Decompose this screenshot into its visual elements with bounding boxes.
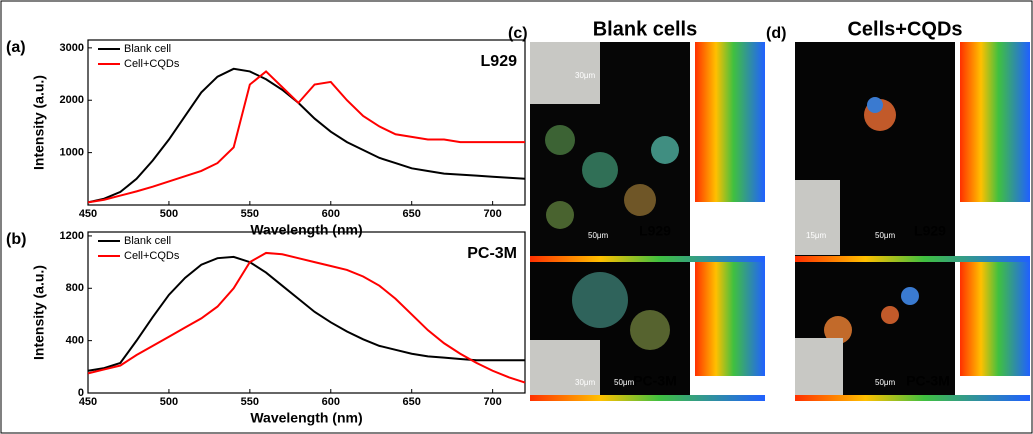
scale-label: 50μm — [875, 231, 896, 240]
annotation: PC-3M — [467, 245, 517, 262]
panel-label: (c) — [508, 25, 528, 42]
y-tick-label: 2000 — [60, 94, 84, 106]
x-tick-label: 600 — [322, 396, 340, 408]
scale-label: 30μm — [575, 71, 596, 80]
series-line — [87, 70, 525, 204]
scale-label: 50μm — [588, 231, 609, 240]
series-line — [87, 251, 526, 384]
cell-label: PC-3M — [633, 373, 677, 389]
y-tick-label: 800 — [66, 282, 84, 294]
series-line — [87, 67, 526, 204]
cell-label: L929 — [914, 223, 946, 239]
x-tick-label: 450 — [79, 208, 97, 220]
annotation: L929 — [481, 53, 518, 70]
x-tick-label: 700 — [483, 396, 501, 408]
cell-label: L929 — [639, 223, 671, 239]
x-tick-label: 650 — [403, 396, 421, 408]
scale-label: 50μm — [875, 378, 896, 387]
plot-area — [87, 231, 526, 394]
legend-label: Cell+CQDs — [124, 250, 180, 262]
panel-label: (a) — [6, 39, 26, 56]
series-line — [87, 255, 525, 372]
x-tick-label: 700 — [483, 208, 501, 220]
panel-label: (d) — [766, 25, 786, 42]
scale-label: 30μm — [575, 378, 596, 387]
y-tick-label: 1000 — [60, 147, 84, 159]
legend-label: Cell+CQDs — [124, 58, 180, 70]
panel-d-images — [795, 42, 1030, 401]
panel-title: Cells+CQDs — [847, 18, 962, 40]
x-tick-label: 500 — [160, 396, 178, 408]
y-axis-label: Intensity (a.u.) — [31, 75, 47, 170]
scale-label: 15μm — [806, 231, 827, 240]
y-tick-label: 3000 — [60, 42, 84, 54]
x-tick-label: 550 — [241, 208, 259, 220]
y-tick-label: 0 — [78, 387, 84, 399]
x-tick-label: 550 — [241, 396, 259, 408]
x-axis-label: Wavelength (nm) — [250, 222, 362, 238]
x-tick-label: 600 — [322, 208, 340, 220]
plot-area — [87, 39, 526, 206]
x-axis-label: Wavelength (nm) — [250, 410, 362, 426]
legend-label: Blank cell — [124, 43, 171, 55]
panel-title: Blank cells — [593, 18, 698, 40]
x-tick-label: 650 — [403, 208, 421, 220]
legend-label: Blank cell — [124, 235, 171, 247]
y-tick-label: 400 — [66, 335, 84, 347]
y-axis-label: Intensity (a.u.) — [31, 265, 47, 360]
panel-label: (b) — [6, 231, 26, 248]
y-tick-label: 1200 — [60, 230, 84, 242]
panel-c-images — [530, 42, 765, 401]
x-tick-label: 450 — [79, 396, 97, 408]
cell-label: PC-3M — [906, 373, 950, 389]
scale-label: 50μm — [614, 378, 635, 387]
x-tick-label: 500 — [160, 208, 178, 220]
